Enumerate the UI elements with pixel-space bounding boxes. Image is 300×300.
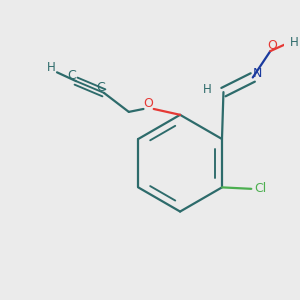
Text: H: H — [203, 83, 212, 96]
Text: N: N — [253, 67, 262, 80]
Text: Cl: Cl — [254, 182, 266, 195]
Text: O: O — [143, 97, 153, 110]
Text: H: H — [47, 61, 56, 74]
Text: H: H — [290, 36, 299, 49]
Text: C: C — [67, 69, 76, 82]
Text: C: C — [97, 81, 105, 94]
Text: O: O — [267, 39, 277, 52]
